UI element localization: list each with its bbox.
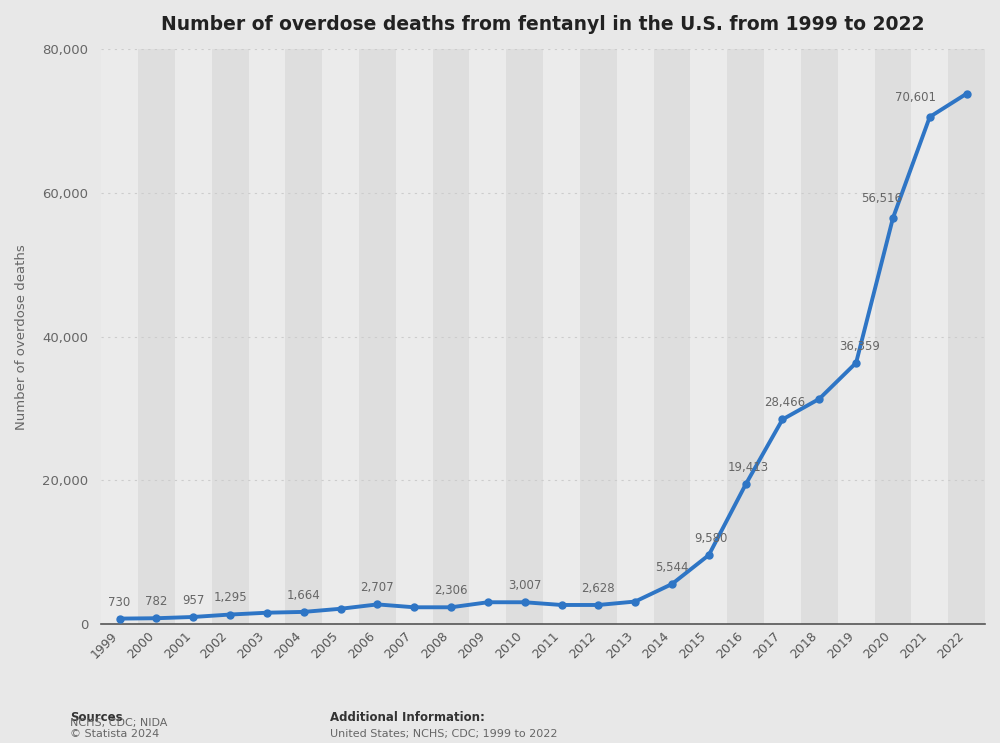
Text: 957: 957 bbox=[182, 594, 204, 607]
Bar bbox=[138, 50, 175, 624]
Text: 782: 782 bbox=[145, 595, 168, 609]
Bar bbox=[580, 50, 617, 624]
Y-axis label: Number of overdose deaths: Number of overdose deaths bbox=[15, 244, 28, 429]
Text: 9,580: 9,580 bbox=[694, 532, 727, 545]
Bar bbox=[948, 50, 985, 624]
Bar bbox=[654, 50, 690, 624]
Text: 36,359: 36,359 bbox=[839, 340, 880, 353]
Text: 1,295: 1,295 bbox=[213, 591, 247, 605]
Bar bbox=[690, 50, 727, 624]
Text: Sources: Sources bbox=[70, 712, 123, 724]
Bar bbox=[911, 50, 948, 624]
Text: United States; NCHS; CDC; 1999 to 2022: United States; NCHS; CDC; 1999 to 2022 bbox=[330, 730, 558, 739]
Bar bbox=[249, 50, 285, 624]
Text: 56,516: 56,516 bbox=[861, 192, 902, 205]
Bar bbox=[764, 50, 801, 624]
Text: 3,007: 3,007 bbox=[508, 580, 541, 592]
Bar bbox=[838, 50, 875, 624]
Text: Additional Information:: Additional Information: bbox=[330, 712, 485, 724]
Text: 2,628: 2,628 bbox=[582, 582, 615, 595]
Title: Number of overdose deaths from fentanyl in the U.S. from 1999 to 2022: Number of overdose deaths from fentanyl … bbox=[161, 15, 925, 34]
Text: 19,413: 19,413 bbox=[727, 461, 768, 475]
Text: 5,544: 5,544 bbox=[655, 561, 689, 574]
Bar bbox=[506, 50, 543, 624]
Text: 28,466: 28,466 bbox=[764, 397, 805, 409]
Bar bbox=[322, 50, 359, 624]
Text: NCHS; CDC; NIDA
© Statista 2024: NCHS; CDC; NIDA © Statista 2024 bbox=[70, 718, 167, 739]
Bar bbox=[101, 50, 138, 624]
Bar bbox=[396, 50, 433, 624]
Text: 2,707: 2,707 bbox=[361, 581, 394, 594]
Bar bbox=[801, 50, 838, 624]
Bar bbox=[285, 50, 322, 624]
Bar bbox=[727, 50, 764, 624]
Bar bbox=[875, 50, 911, 624]
Text: 70,601: 70,601 bbox=[895, 91, 936, 104]
Bar bbox=[433, 50, 469, 624]
Bar bbox=[212, 50, 249, 624]
Text: 730: 730 bbox=[108, 596, 131, 609]
Text: 2,306: 2,306 bbox=[434, 584, 468, 597]
Bar bbox=[175, 50, 212, 624]
Text: 1,664: 1,664 bbox=[287, 589, 321, 602]
Bar bbox=[359, 50, 396, 624]
Bar bbox=[543, 50, 580, 624]
Bar bbox=[469, 50, 506, 624]
Bar bbox=[617, 50, 654, 624]
